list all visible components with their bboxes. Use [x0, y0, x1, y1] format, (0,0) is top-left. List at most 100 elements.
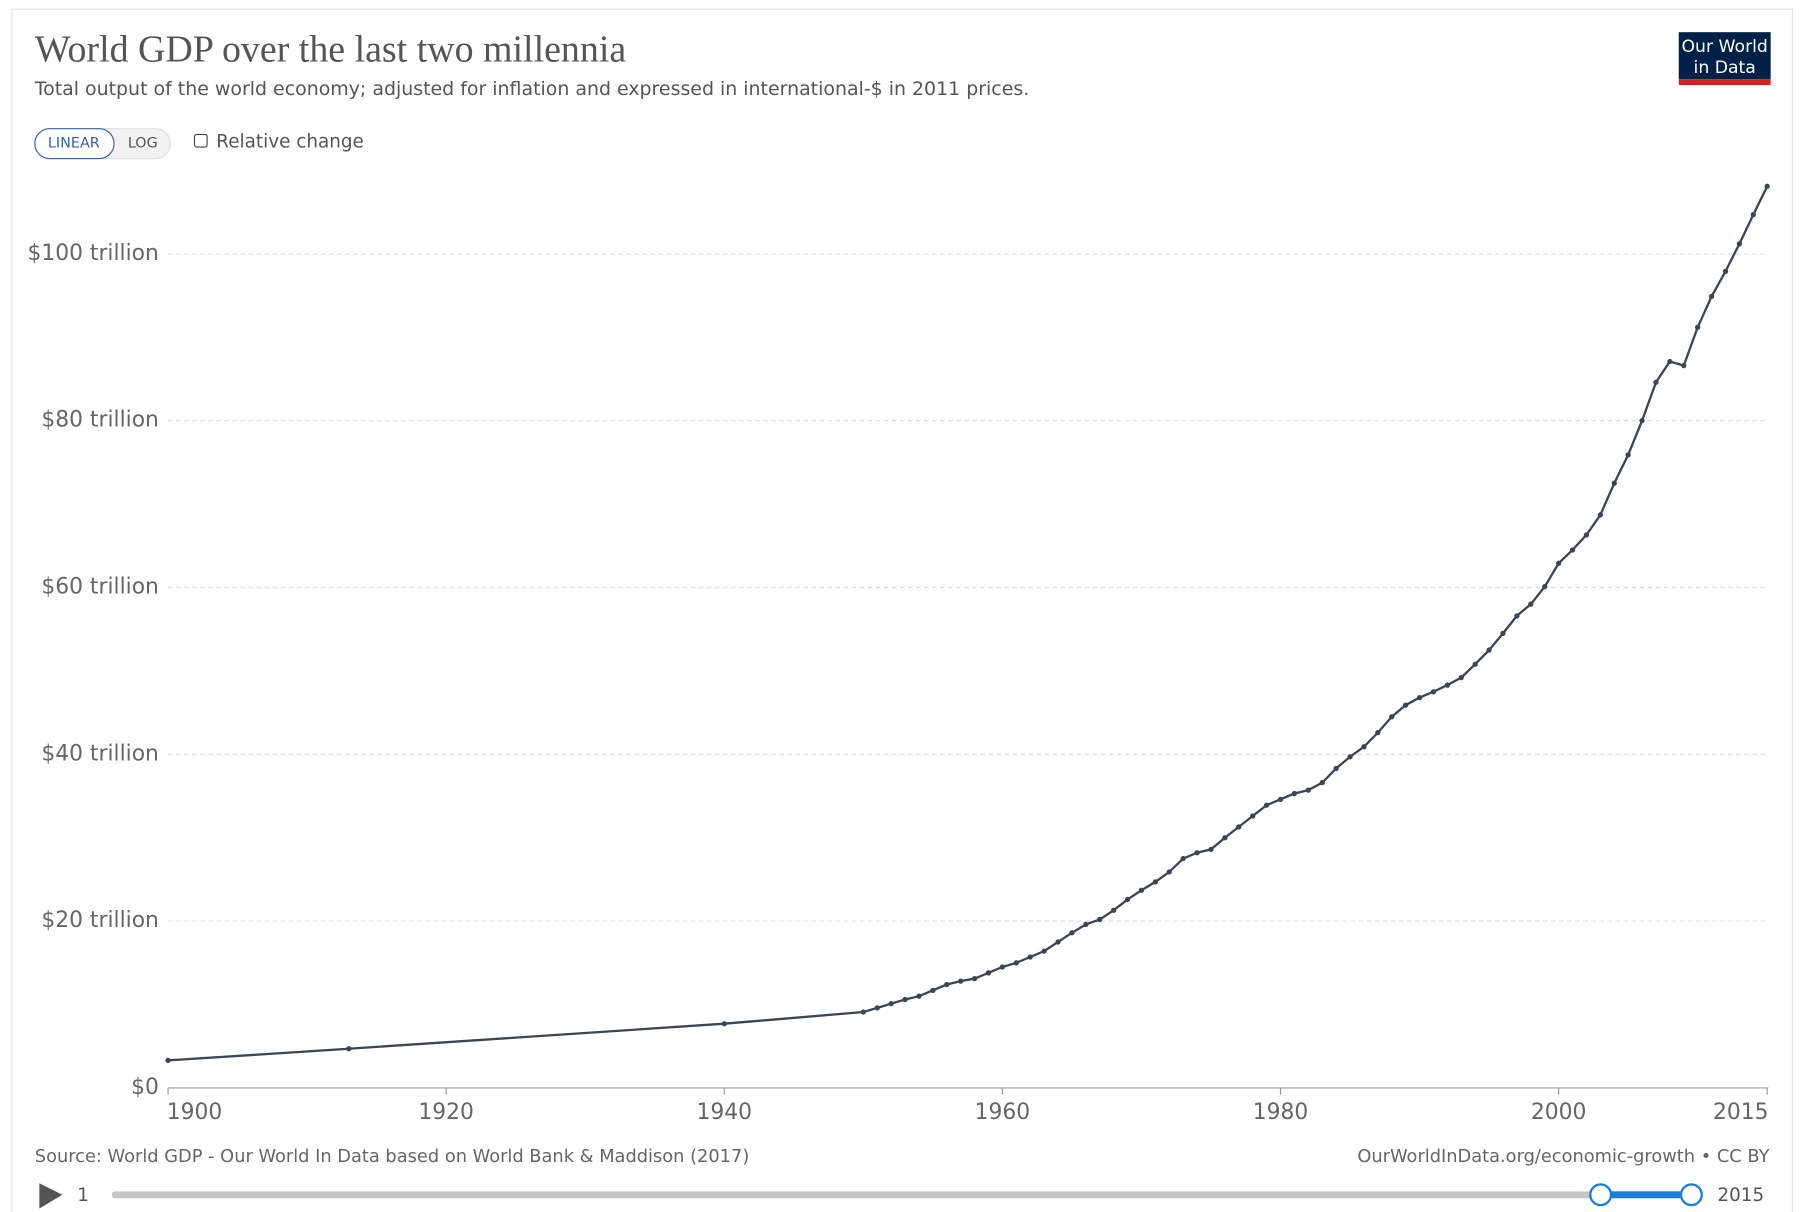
data-point [165, 1057, 171, 1064]
source: Source: World GDP - Our World In Data ba… [35, 1146, 749, 1167]
x-tick-label: 2015 [1713, 1100, 1769, 1125]
data-point [1611, 480, 1617, 486]
data-point [1236, 824, 1242, 830]
data-point [1375, 729, 1381, 736]
x-tick-label: 1900 [167, 1100, 223, 1125]
y-tick-label: $60 trillion [41, 574, 158, 599]
data-point [1681, 362, 1687, 369]
data-point [1403, 702, 1409, 708]
data-point [1750, 212, 1756, 218]
data-point [1389, 714, 1395, 720]
data-point [1625, 452, 1631, 458]
frame [11, 8, 1794, 1212]
y-tick-label: $40 trillion [41, 741, 158, 766]
data-point [1333, 765, 1339, 772]
data-point [1013, 960, 1019, 966]
linear-button[interactable] [34, 128, 115, 160]
data-point [1083, 921, 1089, 928]
timeline-track[interactable] [111, 1191, 1692, 1199]
linear-label: LINEAR [48, 136, 100, 152]
license[interactable]: OurWorldInData.org/economic-growth • CC … [1357, 1146, 1769, 1167]
data-point [1124, 896, 1131, 903]
plot: $0 $20 trillion $40 trillion $60 trillion $8… [27, 183, 1770, 1125]
data-point [1361, 744, 1367, 750]
data-point [1069, 930, 1075, 936]
data-point [1708, 293, 1715, 300]
data-point [888, 1001, 894, 1007]
data-point [860, 1009, 866, 1015]
data-point [1764, 183, 1770, 189]
data-point [1430, 689, 1437, 695]
data-point [1291, 790, 1298, 797]
data-point [1542, 584, 1548, 590]
x-tick-label: 1960 [975, 1100, 1031, 1125]
y-tick-label: $100 trillion [27, 241, 158, 266]
play-button[interactable] [39, 1183, 63, 1209]
data-point [1055, 939, 1061, 945]
data-point [1208, 846, 1214, 853]
logo-box [1678, 32, 1771, 80]
data-point [1250, 813, 1256, 819]
data-point [971, 976, 978, 982]
chart-subtitle: Total output of the world economy; adjus… [34, 78, 1029, 100]
data-point [1653, 379, 1659, 385]
data-point [1263, 802, 1270, 808]
data-point [958, 978, 964, 984]
x-tick-label: 1920 [418, 1100, 474, 1125]
data-point [1110, 907, 1117, 913]
data-point [1569, 547, 1576, 553]
logo[interactable]: Our World in Data [1678, 32, 1771, 86]
data-point [1180, 855, 1186, 862]
logo-text: Our World [1682, 37, 1768, 57]
data-point [1222, 835, 1228, 841]
data-point [346, 1046, 352, 1052]
data-point [721, 1021, 727, 1027]
timeline-handle[interactable] [1679, 1183, 1703, 1207]
data-point [1486, 647, 1492, 653]
data-point [930, 987, 936, 993]
data-point [1639, 418, 1645, 424]
data-point [916, 993, 922, 999]
data-point [1152, 879, 1158, 885]
log-button[interactable]: LOG [128, 136, 158, 152]
data-point [1458, 674, 1464, 681]
checkbox-label[interactable]: Relative change [216, 131, 364, 152]
timeline-end: 2015 [1717, 1185, 1764, 1206]
timeline-start: 1 [77, 1185, 89, 1206]
data-point [902, 996, 908, 1003]
data-point [1277, 796, 1284, 802]
logo-text: in Data [1694, 58, 1756, 78]
data-point [1138, 887, 1145, 893]
data-point [1528, 601, 1534, 607]
data-point [1166, 869, 1172, 875]
data-point [1305, 787, 1311, 793]
data-point [1194, 850, 1200, 856]
data-point [1416, 694, 1423, 701]
data-point [874, 1005, 880, 1011]
y-tick-label: $0 [131, 1075, 159, 1100]
chart-title: World GDP over the last two millennia [35, 29, 627, 71]
data-point [1722, 268, 1729, 275]
x-tick-label: 2000 [1531, 1100, 1587, 1125]
data-point [1041, 948, 1047, 954]
data-point [1027, 954, 1033, 960]
data-point [1500, 630, 1506, 637]
data-point [1472, 661, 1478, 667]
logo-bar [1678, 79, 1771, 86]
data-point [985, 970, 992, 976]
data-point [1514, 613, 1520, 619]
data-point [1555, 560, 1562, 566]
timeline-range [1600, 1191, 1692, 1199]
data-point [1097, 916, 1103, 923]
x-tick-label: 1940 [697, 1100, 753, 1125]
checkbox[interactable] [193, 133, 208, 148]
data-point [999, 964, 1006, 970]
data-point [1319, 780, 1325, 786]
x-tick-label: 1980 [1253, 1100, 1309, 1125]
data-point [1347, 754, 1353, 760]
data-point [1736, 241, 1743, 247]
y-tick-label: $20 trillion [41, 908, 158, 933]
data-point [1667, 358, 1673, 365]
timeline-handle[interactable] [1589, 1183, 1613, 1207]
